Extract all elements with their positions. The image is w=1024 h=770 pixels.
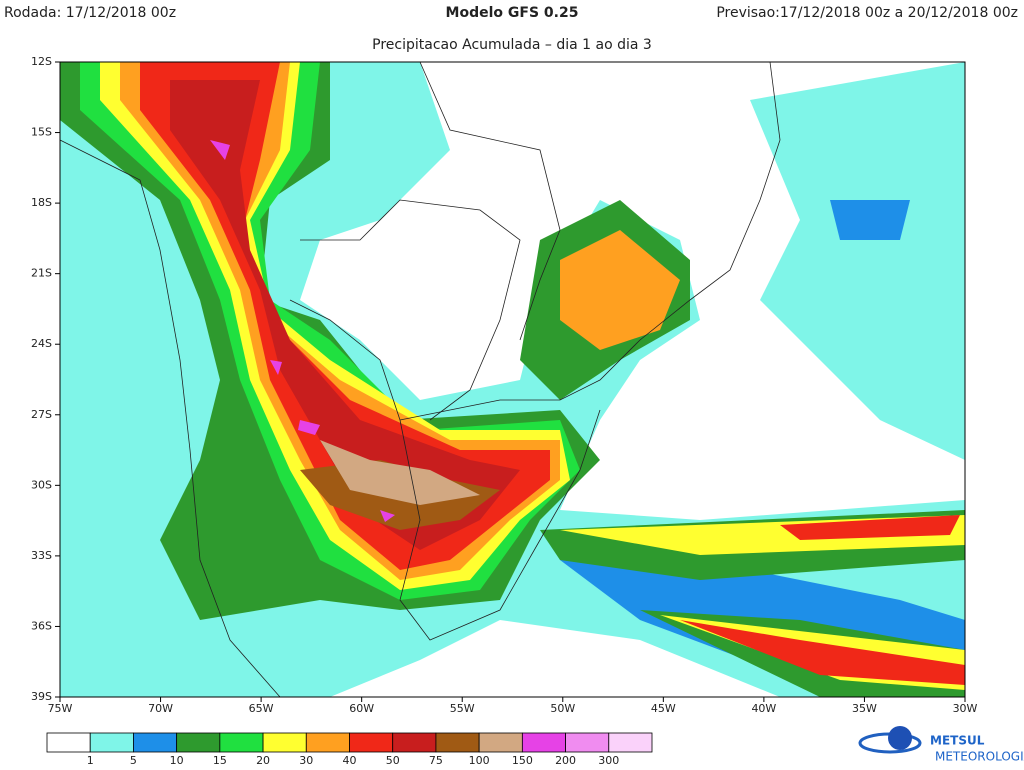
- legend-label: 300: [598, 754, 619, 767]
- forecast-label: Previsao:17/12/2018 00z a 20/12/2018 00z: [716, 5, 1018, 21]
- lat-label: 39S: [31, 690, 52, 703]
- country-borders: [59, 61, 781, 698]
- legend-label: 75: [429, 754, 443, 767]
- legend-label: 1: [87, 754, 94, 767]
- logo-tagline: METEOROLOGIA: [935, 750, 1024, 764]
- legend-swatch: [133, 732, 178, 753]
- lon-label: 45W: [651, 702, 676, 715]
- legend-swatch: [349, 732, 394, 753]
- legend-swatch: [176, 732, 221, 753]
- lon-label: 30W: [953, 702, 978, 715]
- legend-label: 15: [213, 754, 227, 767]
- legend-label: 30: [299, 754, 313, 767]
- legend-label: 10: [170, 754, 184, 767]
- lon-label: 75W: [48, 702, 73, 715]
- run-label: Rodada: 17/12/2018 00z: [4, 5, 176, 21]
- lat-label: 24S: [31, 337, 52, 350]
- legend-label: 40: [343, 754, 357, 767]
- precip-field: [60, 62, 965, 697]
- legend-swatch: [608, 732, 653, 753]
- legend-label: 20: [256, 754, 270, 767]
- logo-name: METSUL: [930, 734, 985, 748]
- legend-label: 5: [130, 754, 137, 767]
- lon-label: 70W: [148, 702, 173, 715]
- model-label: Modelo GFS 0.25: [446, 5, 579, 21]
- lat-label: 27S: [31, 408, 52, 421]
- legend-label: 50: [386, 754, 400, 767]
- lat-label: 21S: [31, 267, 52, 280]
- logo: METSUL METEOROLOGIA: [858, 726, 1024, 764]
- lon-label: 40W: [751, 702, 776, 715]
- legend-swatch: [262, 732, 307, 753]
- lon-label: 65W: [249, 702, 274, 715]
- subtitle: Precipitacao Acumulada – dia 1 ao dia 3: [372, 37, 652, 53]
- lat-label: 36S: [31, 619, 52, 632]
- lat-label: 18S: [31, 196, 52, 209]
- lat-label: 12S: [31, 55, 52, 68]
- legend-swatch: [435, 732, 480, 753]
- legend-swatch: [89, 732, 134, 753]
- legend-swatch: [521, 732, 566, 753]
- lon-label: 35W: [852, 702, 877, 715]
- legend-swatch: [219, 732, 264, 753]
- legend-swatch: [392, 732, 437, 753]
- lon-label: 50W: [550, 702, 575, 715]
- legend-label: 100: [469, 754, 490, 767]
- legend-swatch: [478, 732, 523, 753]
- legend-swatch: [46, 732, 91, 753]
- legend-label: 200: [555, 754, 576, 767]
- lon-label: 55W: [450, 702, 475, 715]
- legend-swatch: [305, 732, 350, 753]
- legend-swatch: [565, 732, 610, 753]
- map: [59, 61, 966, 698]
- lon-label: 60W: [349, 702, 374, 715]
- lat-label: 33S: [31, 549, 52, 562]
- lat-label: 30S: [31, 478, 52, 491]
- lat-label: 15S: [31, 126, 52, 139]
- legend-label: 150: [512, 754, 533, 767]
- color-legend: 1 5 10 15 20 30 40 50 75 100 150 200 300: [46, 732, 653, 767]
